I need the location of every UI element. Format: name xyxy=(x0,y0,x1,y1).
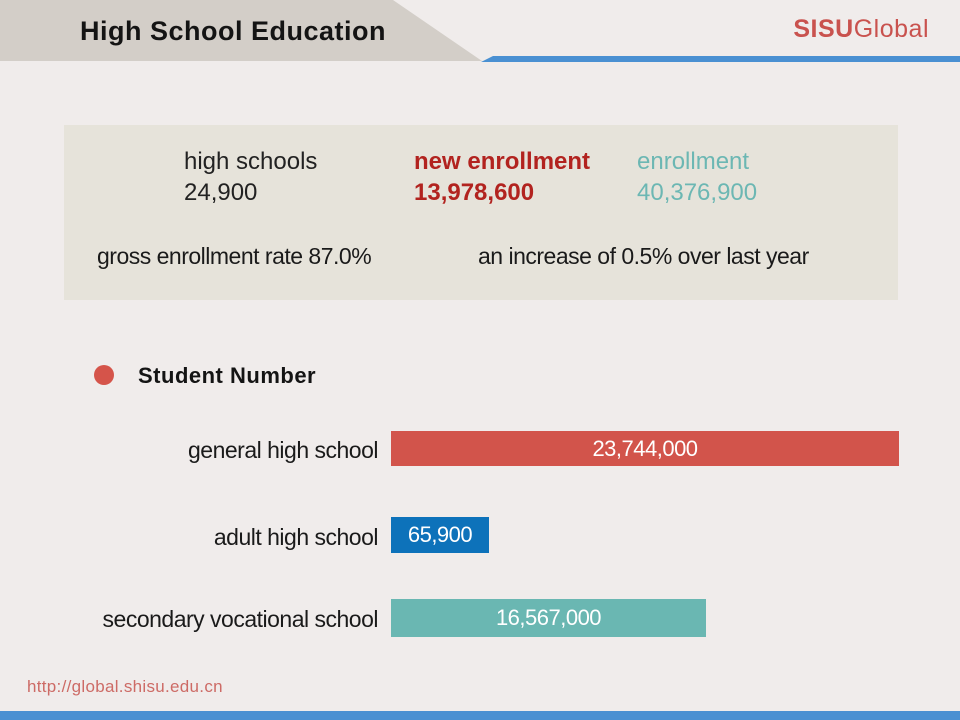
bar-label-general-high-school: general high school xyxy=(188,437,378,463)
bottom-blue-bar xyxy=(0,711,960,720)
stats-summary-box: high schools 24,900 new enrollment 13,97… xyxy=(64,125,898,300)
stat-value: 40,376,900 xyxy=(637,179,758,206)
bullet-icon xyxy=(94,365,114,385)
section-heading: Student Number xyxy=(138,363,317,388)
bar-label-secondary-vocational-school: secondary vocational school xyxy=(102,606,379,632)
note-increase-over-last-year: an increase of 0.5% over last year xyxy=(478,243,809,269)
bar-label-adult-high-school: adult high school xyxy=(213,524,379,550)
title-banner xyxy=(0,0,482,61)
bar-adult-high-school: 65,900 xyxy=(391,517,489,553)
stat-value: 24,900 xyxy=(184,179,258,206)
bar-secondary-vocational-school: 16,567,000 xyxy=(391,599,706,637)
stat-enrollment: enrollment 40,376,900 xyxy=(637,146,757,208)
stat-label: new enrollment xyxy=(414,148,591,175)
footer-url-link[interactable]: http://global.shisu.edu.cn xyxy=(27,677,223,696)
stat-label: high schools xyxy=(184,148,318,175)
bar-general-high-school: 23,744,000 xyxy=(391,431,899,466)
stat-new-enrollment: new enrollment 13,978,600 xyxy=(414,146,590,208)
logo-light-part: Global xyxy=(853,15,929,43)
bar-value: 23,744,000 xyxy=(592,435,698,461)
stat-label: enrollment xyxy=(637,148,750,175)
stat-high-schools: high schools 24,900 xyxy=(184,146,317,208)
page-title: High School Education xyxy=(80,16,386,46)
logo-bold-part: SISU xyxy=(793,15,854,43)
sisu-global-logo: SISUGlobal xyxy=(793,15,929,44)
header-divider-rule xyxy=(481,56,960,62)
bar-value: 65,900 xyxy=(407,522,473,547)
stat-value: 13,978,600 xyxy=(414,179,535,206)
bar-value: 16,567,000 xyxy=(495,605,602,630)
note-gross-enrollment-rate: gross enrollment rate 87.0% xyxy=(97,243,372,269)
